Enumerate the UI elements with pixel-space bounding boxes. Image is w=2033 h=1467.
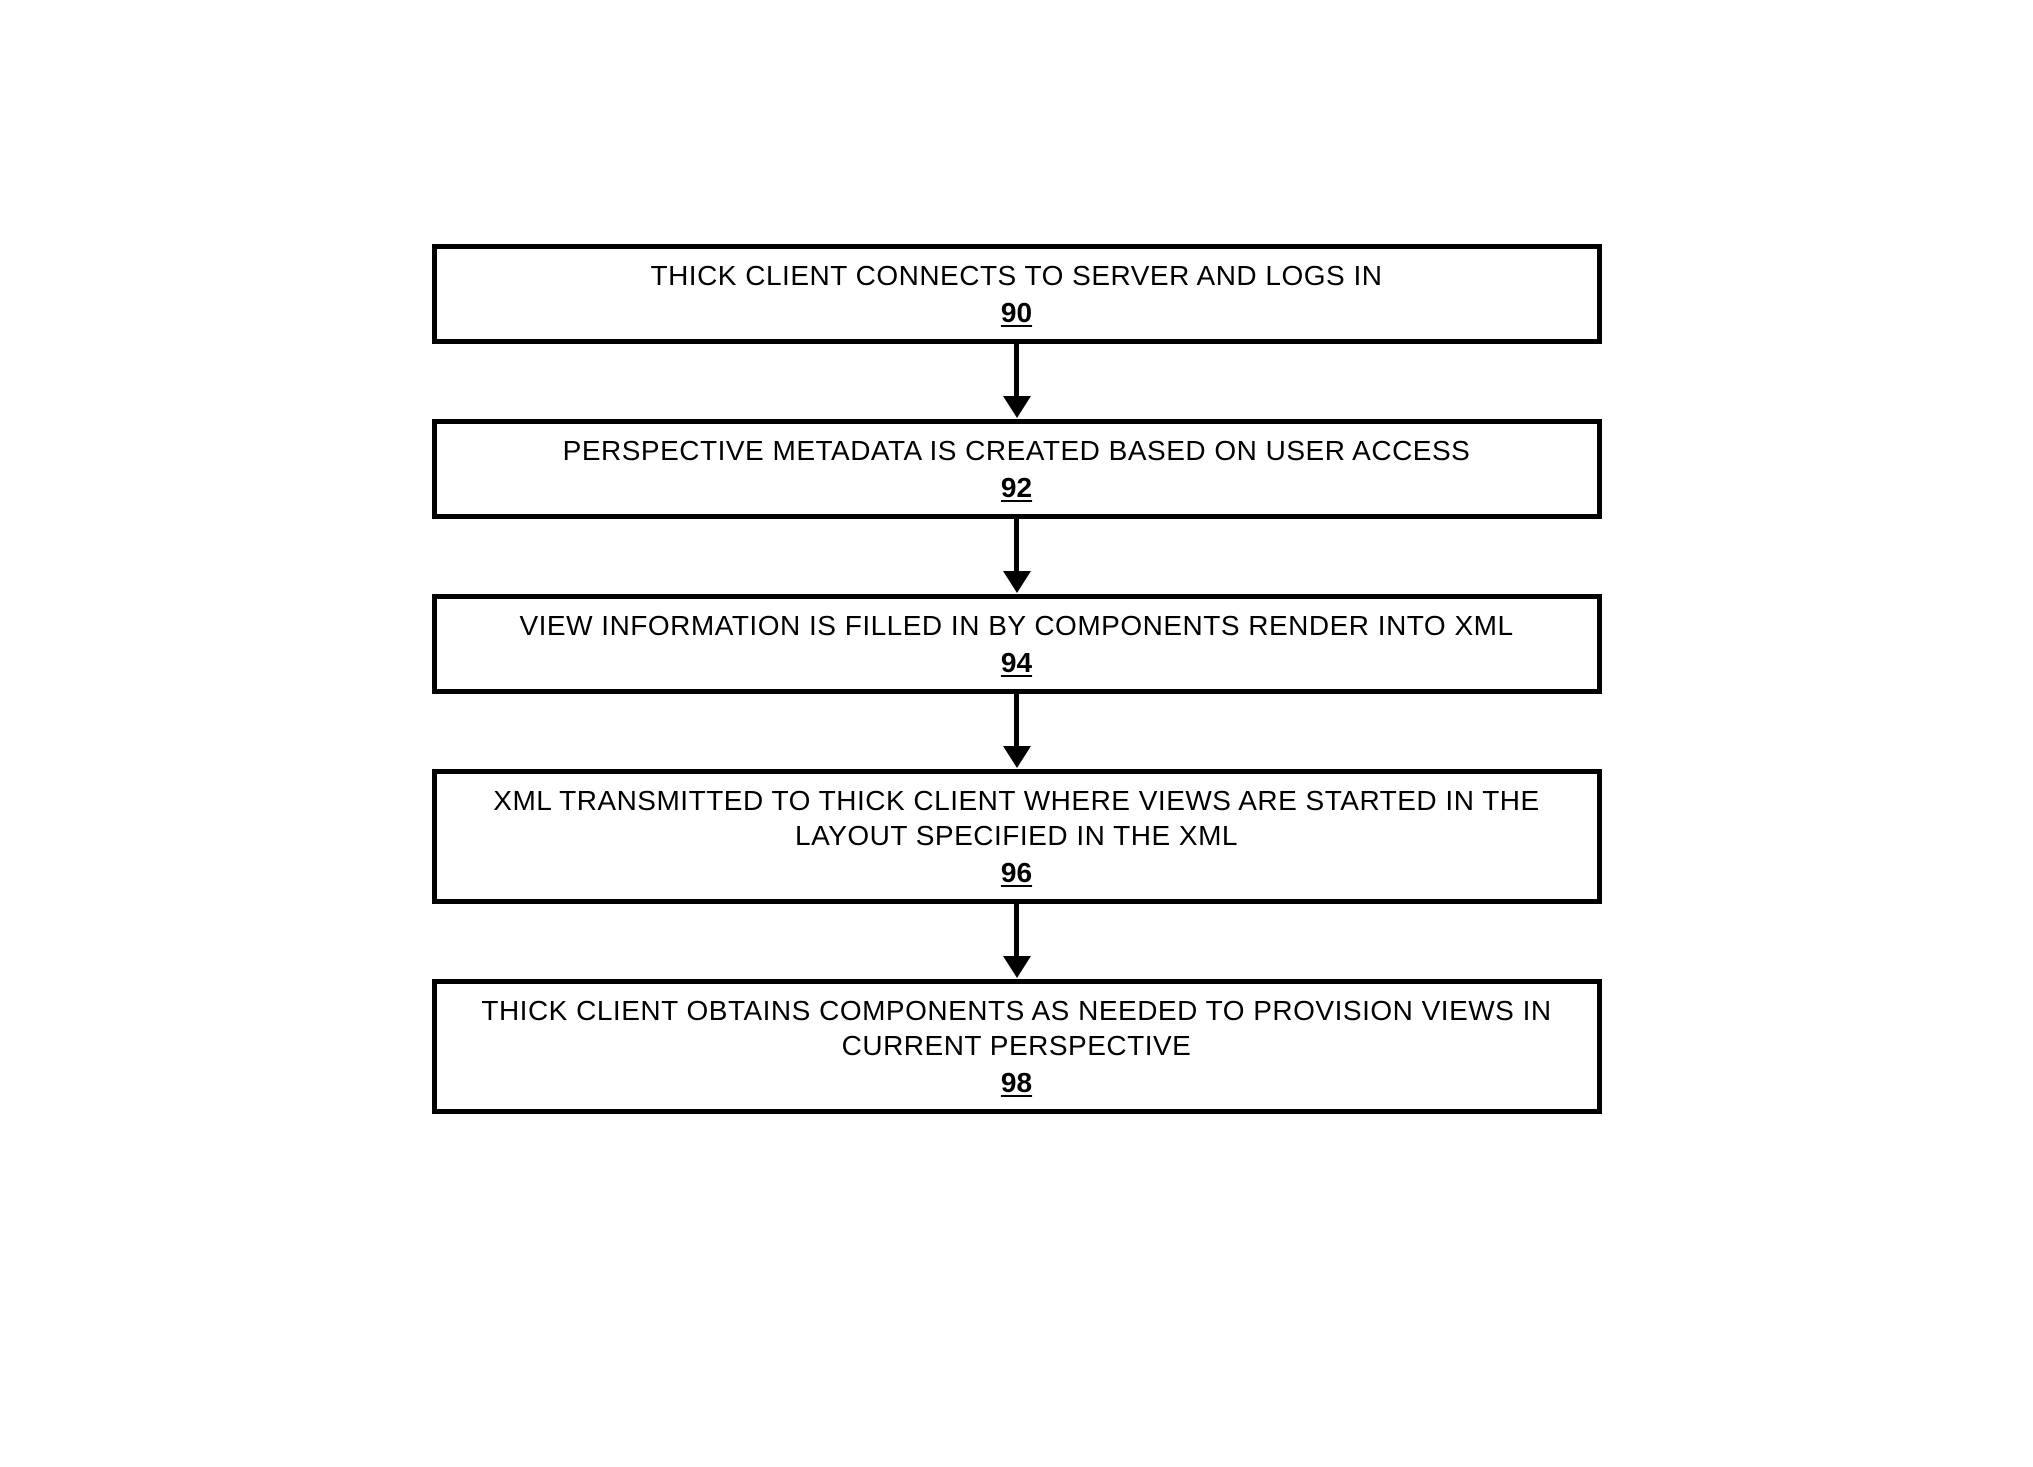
step-ref: 90 xyxy=(1001,295,1032,330)
arrow-shaft xyxy=(1014,904,1019,957)
flow-arrow xyxy=(1003,904,1031,978)
step-label: THICK CLIENT OBTAINS COMPONENTS AS NEEDE… xyxy=(457,993,1577,1063)
step-ref: 92 xyxy=(1001,470,1032,505)
arrow-head-icon xyxy=(1003,396,1031,418)
step-label: VIEW INFORMATION IS FILLED IN BY COMPONE… xyxy=(519,608,1513,643)
step-label: XML TRANSMITTED TO THICK CLIENT WHERE VI… xyxy=(457,783,1577,853)
flow-step-96: XML TRANSMITTED TO THICK CLIENT WHERE VI… xyxy=(432,769,1602,904)
flow-step-92: PERSPECTIVE METADATA IS CREATED BASED ON… xyxy=(432,419,1602,519)
step-ref: 94 xyxy=(1001,645,1032,680)
arrow-shaft xyxy=(1014,519,1019,572)
flow-step-98: THICK CLIENT OBTAINS COMPONENTS AS NEEDE… xyxy=(432,979,1602,1114)
step-ref: 98 xyxy=(1001,1065,1032,1100)
flowchart-container: THICK CLIENT CONNECTS TO SERVER AND LOGS… xyxy=(432,244,1602,1224)
flow-step-90: THICK CLIENT CONNECTS TO SERVER AND LOGS… xyxy=(432,244,1602,344)
step-label: PERSPECTIVE METADATA IS CREATED BASED ON… xyxy=(563,433,1471,468)
flow-arrow xyxy=(1003,519,1031,593)
arrow-head-icon xyxy=(1003,571,1031,593)
arrow-shaft xyxy=(1014,344,1019,397)
arrow-head-icon xyxy=(1003,956,1031,978)
arrow-shaft xyxy=(1014,694,1019,747)
step-label: THICK CLIENT CONNECTS TO SERVER AND LOGS… xyxy=(650,258,1382,293)
arrow-head-icon xyxy=(1003,746,1031,768)
step-ref: 96 xyxy=(1001,855,1032,890)
flow-arrow xyxy=(1003,344,1031,418)
flow-arrow xyxy=(1003,694,1031,768)
flow-step-94: VIEW INFORMATION IS FILLED IN BY COMPONE… xyxy=(432,594,1602,694)
